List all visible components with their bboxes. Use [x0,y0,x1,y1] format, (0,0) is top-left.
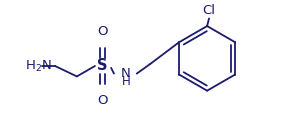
Text: O: O [97,94,108,107]
Text: S: S [97,58,108,74]
Text: H$_2$N: H$_2$N [25,58,52,74]
Text: O: O [97,25,108,38]
Text: N: N [121,67,130,80]
Text: H: H [122,75,131,88]
Text: Cl: Cl [202,4,215,16]
